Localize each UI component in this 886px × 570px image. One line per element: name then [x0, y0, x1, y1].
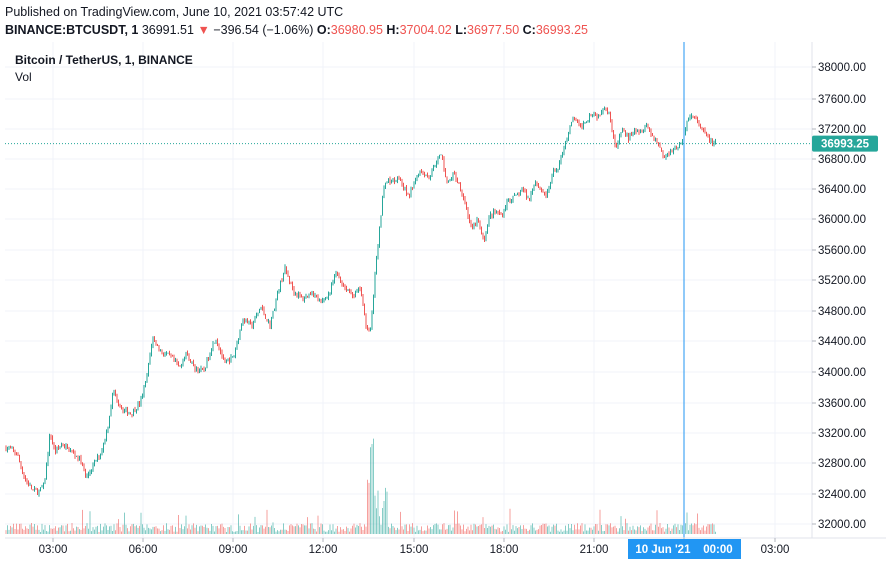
change-down-icon: ▼	[197, 23, 210, 37]
last-price: 36991.51	[141, 23, 194, 37]
y-tick-label: 32400.00	[818, 489, 866, 501]
series-name: Bitcoin / TetherUS, 1, BINANCE	[15, 53, 193, 67]
x-tick-label: 15:00	[400, 544, 429, 556]
crosshair-date-tag-text: 10 Jun '21 00:00	[635, 544, 732, 556]
y-tick-label: 35200.00	[818, 275, 866, 287]
y-tick-label: 36000.00	[818, 214, 866, 226]
chart-legend: Bitcoin / TetherUS, 1, BINANCE Vol	[15, 52, 193, 86]
low-label: L:	[455, 23, 468, 37]
y-tick-label: 37600.00	[818, 94, 866, 106]
x-tick-label: 21:00	[580, 544, 609, 556]
x-axis: 03:0006:0009:0012:0015:0018:0021:0000:00…	[39, 538, 790, 556]
y-tick-label: 33200.00	[818, 428, 866, 440]
crosshair-date-tag: 10 Jun '21 00:00	[628, 539, 741, 559]
current-price-tag-bg	[812, 135, 878, 152]
y-tick-label: 34000.00	[818, 367, 866, 379]
x-tick-label: 03:00	[39, 544, 68, 556]
y-tick-label: 33600.00	[818, 398, 866, 410]
open-label: O:	[316, 23, 331, 37]
x-tick-label: 18:00	[490, 544, 519, 556]
symbol-name: BINANCE:BTCUSDT, 1	[5, 23, 139, 37]
x-tick-label: 09:00	[219, 544, 248, 556]
price-change: −396.54 (−1.06%)	[213, 23, 314, 37]
close-value: 36993.25	[535, 23, 588, 37]
volume-label: Vol	[15, 70, 32, 84]
chart-grid	[5, 42, 812, 538]
candlestick-series	[5, 106, 716, 497]
current-price-tag: 36993.25	[812, 135, 878, 152]
y-tick-label: 37200.00	[818, 124, 866, 136]
x-tick-label: 03:00	[761, 544, 790, 556]
published-line: Published on TradingView.com, June 10, 2…	[5, 5, 344, 19]
y-tick-label: 32800.00	[818, 458, 866, 470]
y-tick-label: 36400.00	[818, 184, 866, 196]
high-value: 37004.02	[399, 23, 452, 37]
symbol-ohlc-line: BINANCE:BTCUSDT, 1 36991.51 ▼ −396.54 (−…	[5, 21, 588, 39]
x-tick-label: 06:00	[129, 544, 158, 556]
y-tick-label: 36800.00	[818, 154, 866, 166]
y-axis: 38000.00 37600.00 37200.00 36800.00 36400.00…	[812, 62, 866, 531]
y-tick-label: 34400.00	[818, 336, 866, 348]
y-tick-label: 34800.00	[818, 306, 866, 318]
volume-bars	[5, 438, 716, 534]
x-tick-label: 12:00	[309, 544, 338, 556]
y-tick-label: 35600.00	[818, 245, 866, 257]
y-tick-label: 32000.00	[818, 519, 866, 531]
current-price-tag-text: 36993.25	[821, 139, 870, 151]
y-tick-label: 38000.00	[818, 62, 866, 74]
crosshair-date-tag-bg	[628, 539, 741, 559]
open-value: 36980.95	[330, 23, 383, 37]
close-label: C:	[522, 23, 536, 37]
high-label: H:	[386, 23, 400, 37]
low-value: 36977.50	[467, 23, 520, 37]
chart-header: Published on TradingView.com, June 10, 2…	[5, 3, 588, 39]
